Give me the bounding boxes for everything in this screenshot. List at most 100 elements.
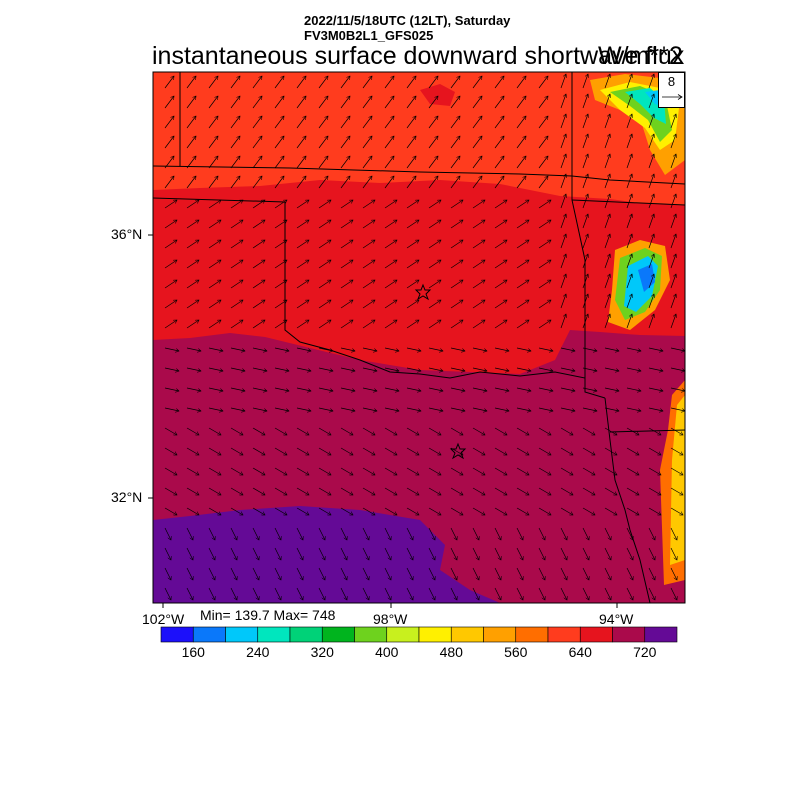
wind-arrow (230, 527, 237, 540)
wind-arrow (274, 547, 281, 560)
wind-arrow (516, 507, 529, 515)
wind-arrow (538, 200, 551, 209)
wind-arrow (274, 240, 287, 249)
wind-arrow (428, 507, 441, 515)
wind-arrow (560, 214, 566, 229)
wind-arrow (252, 300, 265, 309)
wind-arrow (560, 427, 573, 435)
wind-arrow (626, 387, 641, 391)
wind-arrow (208, 367, 223, 371)
wind-arrow (494, 487, 507, 495)
wind-arrow (604, 254, 610, 269)
wind-arrow (406, 407, 421, 411)
lat-label-32n: 32°N (111, 489, 143, 505)
wind-arrow (406, 176, 416, 189)
wind-arrow (648, 527, 655, 540)
wind-arrow (538, 116, 548, 129)
wind-arrow (384, 136, 394, 149)
wind-arrow (428, 427, 441, 435)
wind-arrow (516, 220, 529, 229)
wind-arrow (274, 220, 287, 229)
wind-arrow (186, 116, 196, 129)
wind-arrow (670, 254, 676, 269)
colorbar-tick-label: 480 (439, 644, 463, 660)
wind-arrow (208, 176, 218, 189)
wind-arrow (318, 220, 331, 229)
wind-arrow (450, 116, 460, 129)
wind-arrow (362, 527, 369, 540)
wind-arrow (538, 240, 551, 249)
wind-arrow (428, 116, 438, 129)
wind-arrow (208, 240, 221, 249)
wind-arrow (670, 487, 683, 495)
wind-arrow (428, 467, 441, 475)
colorbar-swatch (160, 626, 194, 643)
wind-arrow (252, 567, 259, 580)
wind-arrow (648, 154, 654, 169)
wind-arrow (450, 300, 463, 309)
wind-arrow (186, 467, 199, 475)
wind-arrow (164, 547, 171, 560)
colorbar-swatch (225, 626, 259, 643)
wind-arrow (626, 154, 632, 169)
wind-arrow (274, 527, 281, 540)
wind-arrow (252, 367, 267, 371)
colorbar-tick-label: 400 (375, 644, 399, 660)
wind-arrow (208, 200, 221, 209)
wind-arrow (472, 220, 485, 229)
wind-arrow (208, 136, 218, 149)
wind-arrow (230, 220, 243, 229)
wind-arrow (230, 260, 243, 269)
wind-arrow (208, 96, 218, 109)
wind-arrow (428, 300, 441, 309)
wind-arrow (340, 240, 353, 249)
wind-arrow (428, 260, 441, 269)
wind-arrow (428, 176, 438, 189)
wind-arrow (560, 294, 566, 309)
colorbar-swatch (321, 626, 355, 643)
wind-arrow (362, 136, 372, 149)
wind-arrow (538, 96, 548, 109)
wind-arrow (230, 280, 243, 289)
wind-arrow (318, 507, 331, 515)
wind-arrow (428, 240, 441, 249)
wind-arrow (296, 407, 311, 411)
wind-arrow (472, 176, 482, 189)
wind-arrow (494, 347, 509, 351)
wind-arrow (450, 427, 463, 435)
wind-arrow (164, 527, 171, 540)
wind-arrow (538, 407, 553, 411)
wind-arrow (604, 154, 610, 169)
wind-arrow (296, 240, 309, 249)
wind-arrow (164, 176, 174, 189)
wind-arrow (274, 487, 287, 495)
wind-arrow (472, 427, 485, 435)
wind-arrow (538, 320, 551, 329)
wind-arrow (230, 567, 237, 580)
wind-arrow (208, 567, 215, 580)
wind-arrow (274, 156, 284, 169)
wind-arrow (230, 320, 243, 329)
wind-arrow (340, 96, 350, 109)
wind-arrow (230, 427, 243, 435)
wind-arrow (670, 214, 676, 229)
wind-arrow (560, 527, 567, 540)
wind-arrow (406, 567, 413, 580)
wind-arrow (252, 547, 259, 560)
colorbar-swatch (450, 626, 484, 643)
wind-arrow (230, 176, 240, 189)
lon-label-102w: 102°W (142, 611, 185, 627)
wind-arrow (384, 76, 394, 89)
wind-arrow (406, 547, 413, 560)
wind-arrow (472, 507, 485, 515)
colorbar-swatch (192, 626, 226, 643)
wind-arrow (296, 487, 309, 495)
wind-arrow (208, 447, 221, 455)
wind-arrow (296, 156, 306, 169)
wind-arrow (582, 587, 589, 600)
wind-arrow (516, 320, 529, 329)
colorbar-tick-label: 160 (181, 644, 205, 660)
wind-arrow (648, 447, 661, 455)
wind-arrow (428, 96, 438, 109)
wind-arrow (538, 347, 553, 351)
